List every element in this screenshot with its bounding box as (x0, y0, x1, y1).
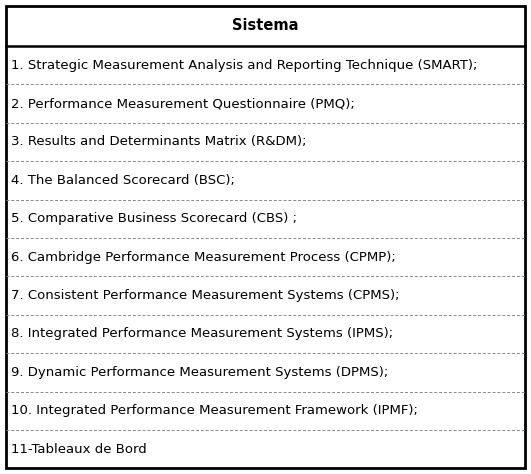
Text: 3. Results and Determinants Matrix (R&DM);: 3. Results and Determinants Matrix (R&DM… (11, 136, 306, 148)
Text: 4. The Balanced Scorecard (BSC);: 4. The Balanced Scorecard (BSC); (11, 174, 235, 187)
Text: 5. Comparative Business Scorecard (CBS) ;: 5. Comparative Business Scorecard (CBS) … (11, 212, 297, 225)
Text: 7. Consistent Performance Measurement Systems (CPMS);: 7. Consistent Performance Measurement Sy… (11, 289, 399, 302)
Text: 9. Dynamic Performance Measurement Systems (DPMS);: 9. Dynamic Performance Measurement Syste… (11, 366, 388, 379)
Text: 11-Tableaux de Bord: 11-Tableaux de Bord (11, 443, 147, 456)
Text: 6. Cambridge Performance Measurement Process (CPMP);: 6. Cambridge Performance Measurement Pro… (11, 251, 396, 264)
Text: 1. Strategic Measurement Analysis and Reporting Technique (SMART);: 1. Strategic Measurement Analysis and Re… (11, 59, 477, 72)
Text: Sistema: Sistema (232, 18, 299, 33)
Text: 2. Performance Measurement Questionnaire (PMQ);: 2. Performance Measurement Questionnaire… (11, 97, 354, 110)
Text: 8. Integrated Performance Measurement Systems (IPMS);: 8. Integrated Performance Measurement Sy… (11, 328, 393, 340)
Text: 10. Integrated Performance Measurement Framework (IPMF);: 10. Integrated Performance Measurement F… (11, 404, 417, 417)
